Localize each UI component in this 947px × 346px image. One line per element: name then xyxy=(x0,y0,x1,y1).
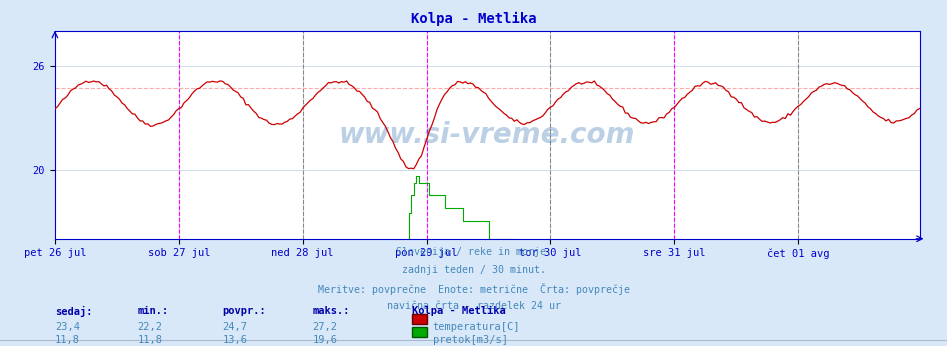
Text: 23,4: 23,4 xyxy=(55,322,80,332)
Text: 13,6: 13,6 xyxy=(223,335,247,345)
Text: 24,7: 24,7 xyxy=(223,322,247,332)
Text: 27,2: 27,2 xyxy=(313,322,337,332)
Text: sedaj:: sedaj: xyxy=(55,306,93,317)
Text: zadnji teden / 30 minut.: zadnji teden / 30 minut. xyxy=(402,265,545,275)
Text: Slovenija / reke in morje.: Slovenija / reke in morje. xyxy=(396,247,551,257)
Text: 22,2: 22,2 xyxy=(137,322,162,332)
Text: 19,6: 19,6 xyxy=(313,335,337,345)
Text: povpr.:: povpr.: xyxy=(223,306,266,316)
Text: navična črta - razdelek 24 ur: navična črta - razdelek 24 ur xyxy=(386,301,561,311)
Text: min.:: min.: xyxy=(137,306,169,316)
Text: Meritve: povprečne  Enote: metrične  Črta: povprečje: Meritve: povprečne Enote: metrične Črta:… xyxy=(317,283,630,295)
Text: Kolpa - Metlika: Kolpa - Metlika xyxy=(412,306,506,316)
Text: pretok[m3/s]: pretok[m3/s] xyxy=(433,335,508,345)
Text: 11,8: 11,8 xyxy=(137,335,162,345)
Text: www.si-vreme.com: www.si-vreme.com xyxy=(339,121,635,149)
Text: Kolpa - Metlika: Kolpa - Metlika xyxy=(411,12,536,26)
Text: 11,8: 11,8 xyxy=(55,335,80,345)
Text: maks.:: maks.: xyxy=(313,306,350,316)
Text: temperatura[C]: temperatura[C] xyxy=(433,322,520,332)
